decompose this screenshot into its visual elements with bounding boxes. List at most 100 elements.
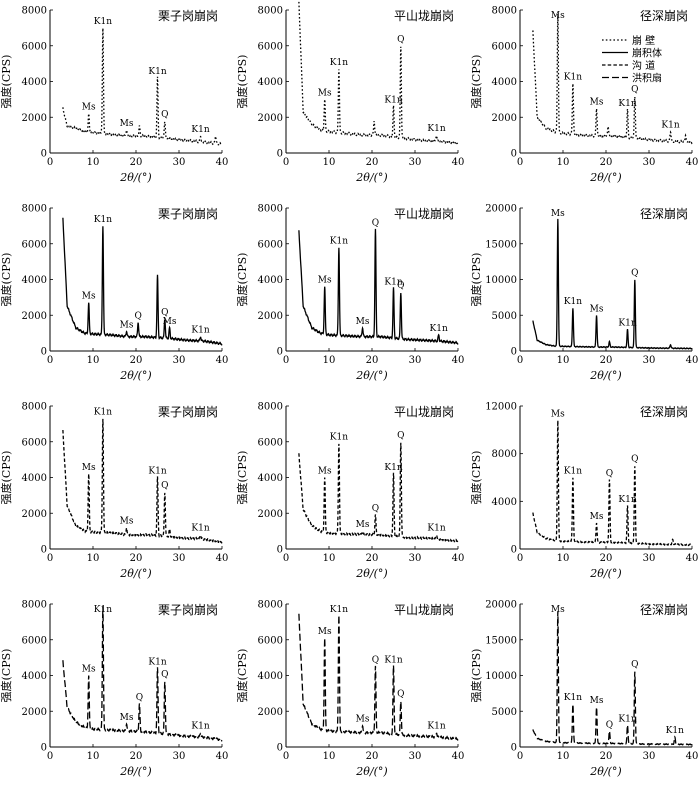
peak-label: Ms xyxy=(318,276,332,286)
x-tick-label: 20 xyxy=(600,553,613,564)
series-line xyxy=(532,13,693,145)
x-axis-label: 2θ/(°) xyxy=(355,765,387,778)
peak-label: K1n xyxy=(564,72,582,82)
panel-title: 栗子岗崩岗 xyxy=(158,9,218,23)
peak-label: K1n xyxy=(94,605,112,615)
peak-label: K1n xyxy=(94,215,112,225)
x-axis-label: 2θ/(°) xyxy=(589,171,621,184)
series-line xyxy=(62,217,223,346)
series-line xyxy=(298,1,459,146)
x-tick-label: 0 xyxy=(47,355,53,366)
x-tick-label: 0 xyxy=(517,355,523,366)
peak-label: Ms xyxy=(82,292,96,302)
x-tick-label: 10 xyxy=(557,355,570,366)
peak-label: Ms xyxy=(82,463,96,473)
x-tick-label: 40 xyxy=(686,751,699,762)
y-tick-label: 6000 xyxy=(22,41,47,52)
y-tick-label: 0 xyxy=(511,545,517,556)
x-tick-label: 10 xyxy=(87,355,100,366)
x-axis-label: 2θ/(°) xyxy=(119,567,151,580)
x-axis-label: 2θ/(°) xyxy=(589,567,621,580)
peak-label: Ms xyxy=(590,512,604,522)
xrd-panel: 0 2000 4000 6000 8000 0 10 20 30 40 2θ/(°) 强度(CPS) 平… xyxy=(235,402,464,581)
x-tick-label: 20 xyxy=(130,751,143,762)
x-tick-label: 20 xyxy=(130,355,143,366)
x-tick-label: 0 xyxy=(47,553,53,564)
peak-label: Q xyxy=(397,35,404,45)
y-tick-label: 4000 xyxy=(258,473,283,484)
peak-label: K1n xyxy=(384,277,402,287)
y-tick-label: 10000 xyxy=(485,275,517,286)
x-axis-label: 2θ/(°) xyxy=(355,567,387,580)
peak-label: Ms xyxy=(590,304,604,314)
peak-label: K1n xyxy=(384,96,402,106)
legend-label: 沟 道 xyxy=(632,59,655,72)
x-tick-label: 40 xyxy=(216,355,229,366)
xrd-panel: 0 2000 4000 6000 8000 0 10 20 30 40 2θ/(°) 强度(CPS) 平… xyxy=(235,600,464,779)
x-tick-label: 30 xyxy=(643,157,656,168)
y-tick-label: 8000 xyxy=(22,600,47,611)
y-tick-label: 6000 xyxy=(22,437,47,448)
peak-label: Q xyxy=(136,693,143,703)
y-tick-label: 0 xyxy=(41,149,47,160)
y-axis-label: 强度(CPS) xyxy=(235,451,249,505)
panel-title: 平山垅崩岗 xyxy=(394,9,454,23)
peak-label: K1n xyxy=(618,99,636,109)
peak-label: Ms xyxy=(318,627,332,637)
x-tick-label: 20 xyxy=(600,355,613,366)
panel-title: 平山垅崩岗 xyxy=(394,603,454,617)
peak-label: Ms xyxy=(551,11,565,21)
peak-label: Q xyxy=(161,481,168,491)
y-tick-label: 0 xyxy=(511,149,517,160)
x-tick-label: 10 xyxy=(87,553,100,564)
y-tick-label: 2000 xyxy=(258,311,283,322)
y-tick-label: 6000 xyxy=(22,239,47,250)
x-axis-label: 2θ/(°) xyxy=(355,171,387,184)
y-tick-label: 4000 xyxy=(22,671,47,682)
x-tick-label: 20 xyxy=(600,751,613,762)
x-tick-label: 40 xyxy=(216,157,229,168)
peak-label: K1n xyxy=(330,605,348,615)
y-tick-label: 8000 xyxy=(258,600,283,611)
peak-label: Q xyxy=(372,504,379,514)
y-tick-label: 6000 xyxy=(258,437,283,448)
peak-label: K1n xyxy=(618,495,636,505)
peak-label: Ms xyxy=(120,320,134,330)
series-line xyxy=(298,442,459,544)
xrd-panel: 0 2000 4000 6000 8000 0 10 20 30 40 2θ/(°) 强度(CPS) 栗… xyxy=(0,402,228,581)
y-tick-label: 4000 xyxy=(258,77,283,88)
peak-label: K1n xyxy=(427,524,445,534)
peak-label: Q xyxy=(606,469,613,479)
peak-label: K1n xyxy=(384,463,402,473)
peak-label: Q xyxy=(397,281,404,291)
y-tick-label: 8000 xyxy=(492,449,517,460)
y-tick-label: 4000 xyxy=(22,473,47,484)
y-tick-label: 0 xyxy=(277,545,283,556)
series-line xyxy=(298,613,459,742)
y-tick-label: 8000 xyxy=(22,402,47,413)
legend-label: 崩 壁 xyxy=(632,34,655,47)
y-axis-label: 强度(CPS) xyxy=(235,649,249,703)
y-tick-label: 8000 xyxy=(258,402,283,413)
peak-label: Q xyxy=(161,308,168,318)
y-tick-label: 12000 xyxy=(485,402,517,413)
y-tick-label: 0 xyxy=(277,743,283,754)
x-tick-label: 40 xyxy=(452,157,465,168)
y-tick-label: 6000 xyxy=(22,635,47,646)
x-tick-label: 0 xyxy=(283,355,289,366)
y-axis-label: 强度(CPS) xyxy=(0,649,13,703)
y-tick-label: 2000 xyxy=(258,113,283,124)
series-line xyxy=(62,28,223,147)
legend-label: 崩积体 xyxy=(632,47,662,60)
y-tick-label: 6000 xyxy=(258,239,283,250)
x-tick-label: 0 xyxy=(283,553,289,564)
xrd-panel: 0 5000 10000 15000 20000 0 10 20 30 40 2θ/(°) 强度(CP… xyxy=(469,600,698,779)
x-axis-label: 2θ/(°) xyxy=(119,369,151,382)
peak-label: Q xyxy=(631,269,638,279)
peak-label: Ms xyxy=(318,88,332,98)
peak-label: K1n xyxy=(330,58,348,68)
x-tick-label: 0 xyxy=(47,157,53,168)
peak-label: Ms xyxy=(82,665,96,675)
x-tick-label: 30 xyxy=(643,355,656,366)
